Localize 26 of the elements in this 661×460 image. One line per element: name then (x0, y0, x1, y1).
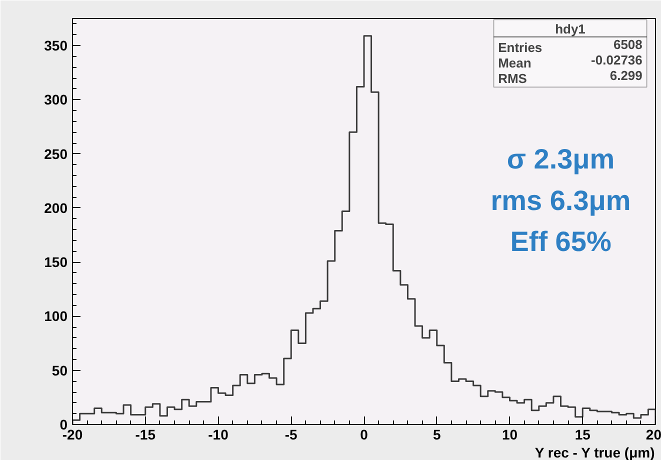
x-tick-label: 0 (360, 426, 368, 442)
x-tick-label: 10 (502, 426, 518, 442)
annotation: hdy1 (555, 22, 586, 37)
x-tick-label: -15 (135, 426, 156, 442)
annotation: -0.02736 (591, 52, 642, 68)
annotation: Entries (498, 40, 542, 55)
x-tick-label: -5 (284, 426, 298, 442)
x-tick-label: 5 (432, 426, 441, 442)
annotation: rms 6.3μm (490, 184, 631, 216)
x-tick-label: -10 (208, 426, 229, 442)
annotation: 6508 (613, 36, 642, 52)
y-tick-label: 200 (44, 200, 68, 216)
y-tick-label: 350 (44, 38, 68, 54)
y-tick-label: 300 (44, 92, 68, 108)
annotation: σ 2.3μm (506, 144, 615, 175)
annotation: 6.299 (610, 68, 642, 84)
annotation: Mean (498, 56, 532, 70)
y-tick-label: 50 (52, 362, 68, 378)
y-tick-label: 100 (44, 308, 68, 324)
x-tick-label: 20 (646, 426, 661, 442)
x-tick-label: 15 (574, 426, 591, 442)
y-tick-label: 250 (44, 146, 68, 162)
y-tick-label: 0 (60, 416, 68, 432)
annotation: RMS (498, 71, 528, 86)
y-tick-label: 150 (44, 254, 68, 270)
annotation: Eff 65% (510, 226, 612, 258)
